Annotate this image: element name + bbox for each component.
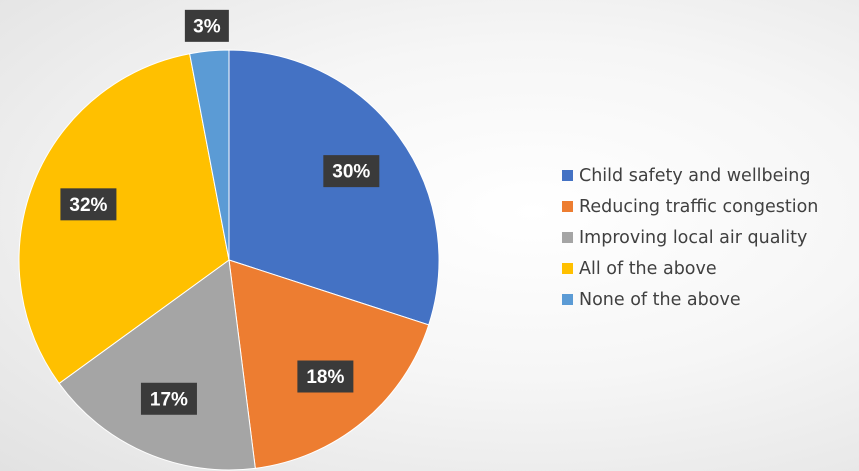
legend-item: Improving local air quality bbox=[562, 222, 818, 253]
legend-item: Reducing traffic congestion bbox=[562, 191, 818, 222]
data-label-text: 3% bbox=[193, 16, 221, 37]
legend-swatch bbox=[562, 232, 573, 243]
pie-slices bbox=[18, 49, 440, 471]
data-label-text: 17% bbox=[150, 389, 188, 410]
legend-swatch bbox=[562, 263, 573, 274]
legend-label: Reducing traffic congestion bbox=[579, 196, 819, 217]
data-label-box bbox=[297, 360, 354, 393]
legend-label: None of the above bbox=[579, 289, 741, 310]
legend-item: None of the above bbox=[562, 284, 818, 315]
pie-data-labels: 30% 18% 17% 32% 3% bbox=[60, 9, 380, 415]
slice-child-safety bbox=[228, 49, 440, 326]
data-label-text: 32% bbox=[69, 195, 107, 216]
legend-label: Child safety and wellbeing bbox=[579, 165, 811, 186]
data-label-air-quality: 17% bbox=[140, 382, 197, 415]
legend-swatch bbox=[562, 201, 573, 212]
legend-item: Child safety and wellbeing bbox=[562, 160, 818, 191]
slice-air-quality bbox=[58, 259, 256, 471]
slice-none-above bbox=[189, 49, 230, 261]
data-label-box bbox=[184, 9, 229, 42]
data-label-box bbox=[323, 155, 380, 188]
data-label-traffic-congestion: 18% bbox=[297, 360, 354, 393]
data-label-text: 18% bbox=[306, 367, 344, 388]
data-label-text: 30% bbox=[332, 162, 370, 183]
legend-item: All of the above bbox=[562, 253, 818, 284]
data-label-box bbox=[140, 382, 197, 415]
data-label-none-above: 3% bbox=[184, 9, 229, 42]
data-label-child-safety: 30% bbox=[323, 155, 380, 188]
slice-all-above bbox=[18, 53, 230, 385]
legend-swatch bbox=[562, 170, 573, 181]
data-label-box bbox=[60, 188, 117, 221]
legend-label: Improving local air quality bbox=[579, 227, 808, 248]
chart-legend: Child safety and wellbeing Reducing traff… bbox=[562, 160, 818, 315]
legend-label: All of the above bbox=[579, 258, 717, 279]
data-label-all-above: 32% bbox=[60, 188, 117, 221]
legend-swatch bbox=[562, 294, 573, 305]
